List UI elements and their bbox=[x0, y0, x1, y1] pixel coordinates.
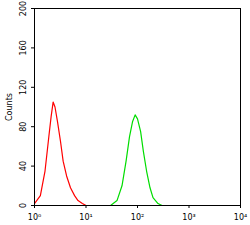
svg-text:40: 40 bbox=[19, 161, 28, 171]
svg-text:10⁴: 10⁴ bbox=[234, 213, 247, 222]
svg-text:10¹: 10¹ bbox=[79, 213, 92, 222]
svg-text:200: 200 bbox=[19, 1, 28, 16]
svg-text:Counts: Counts bbox=[5, 93, 14, 121]
svg-text:0: 0 bbox=[19, 203, 28, 208]
svg-text:160: 160 bbox=[19, 40, 28, 55]
svg-text:120: 120 bbox=[19, 80, 28, 95]
svg-text:10⁰: 10⁰ bbox=[28, 213, 41, 222]
svg-text:10²: 10² bbox=[131, 213, 144, 222]
svg-text:80: 80 bbox=[19, 122, 28, 132]
svg-text:10³: 10³ bbox=[182, 213, 195, 222]
